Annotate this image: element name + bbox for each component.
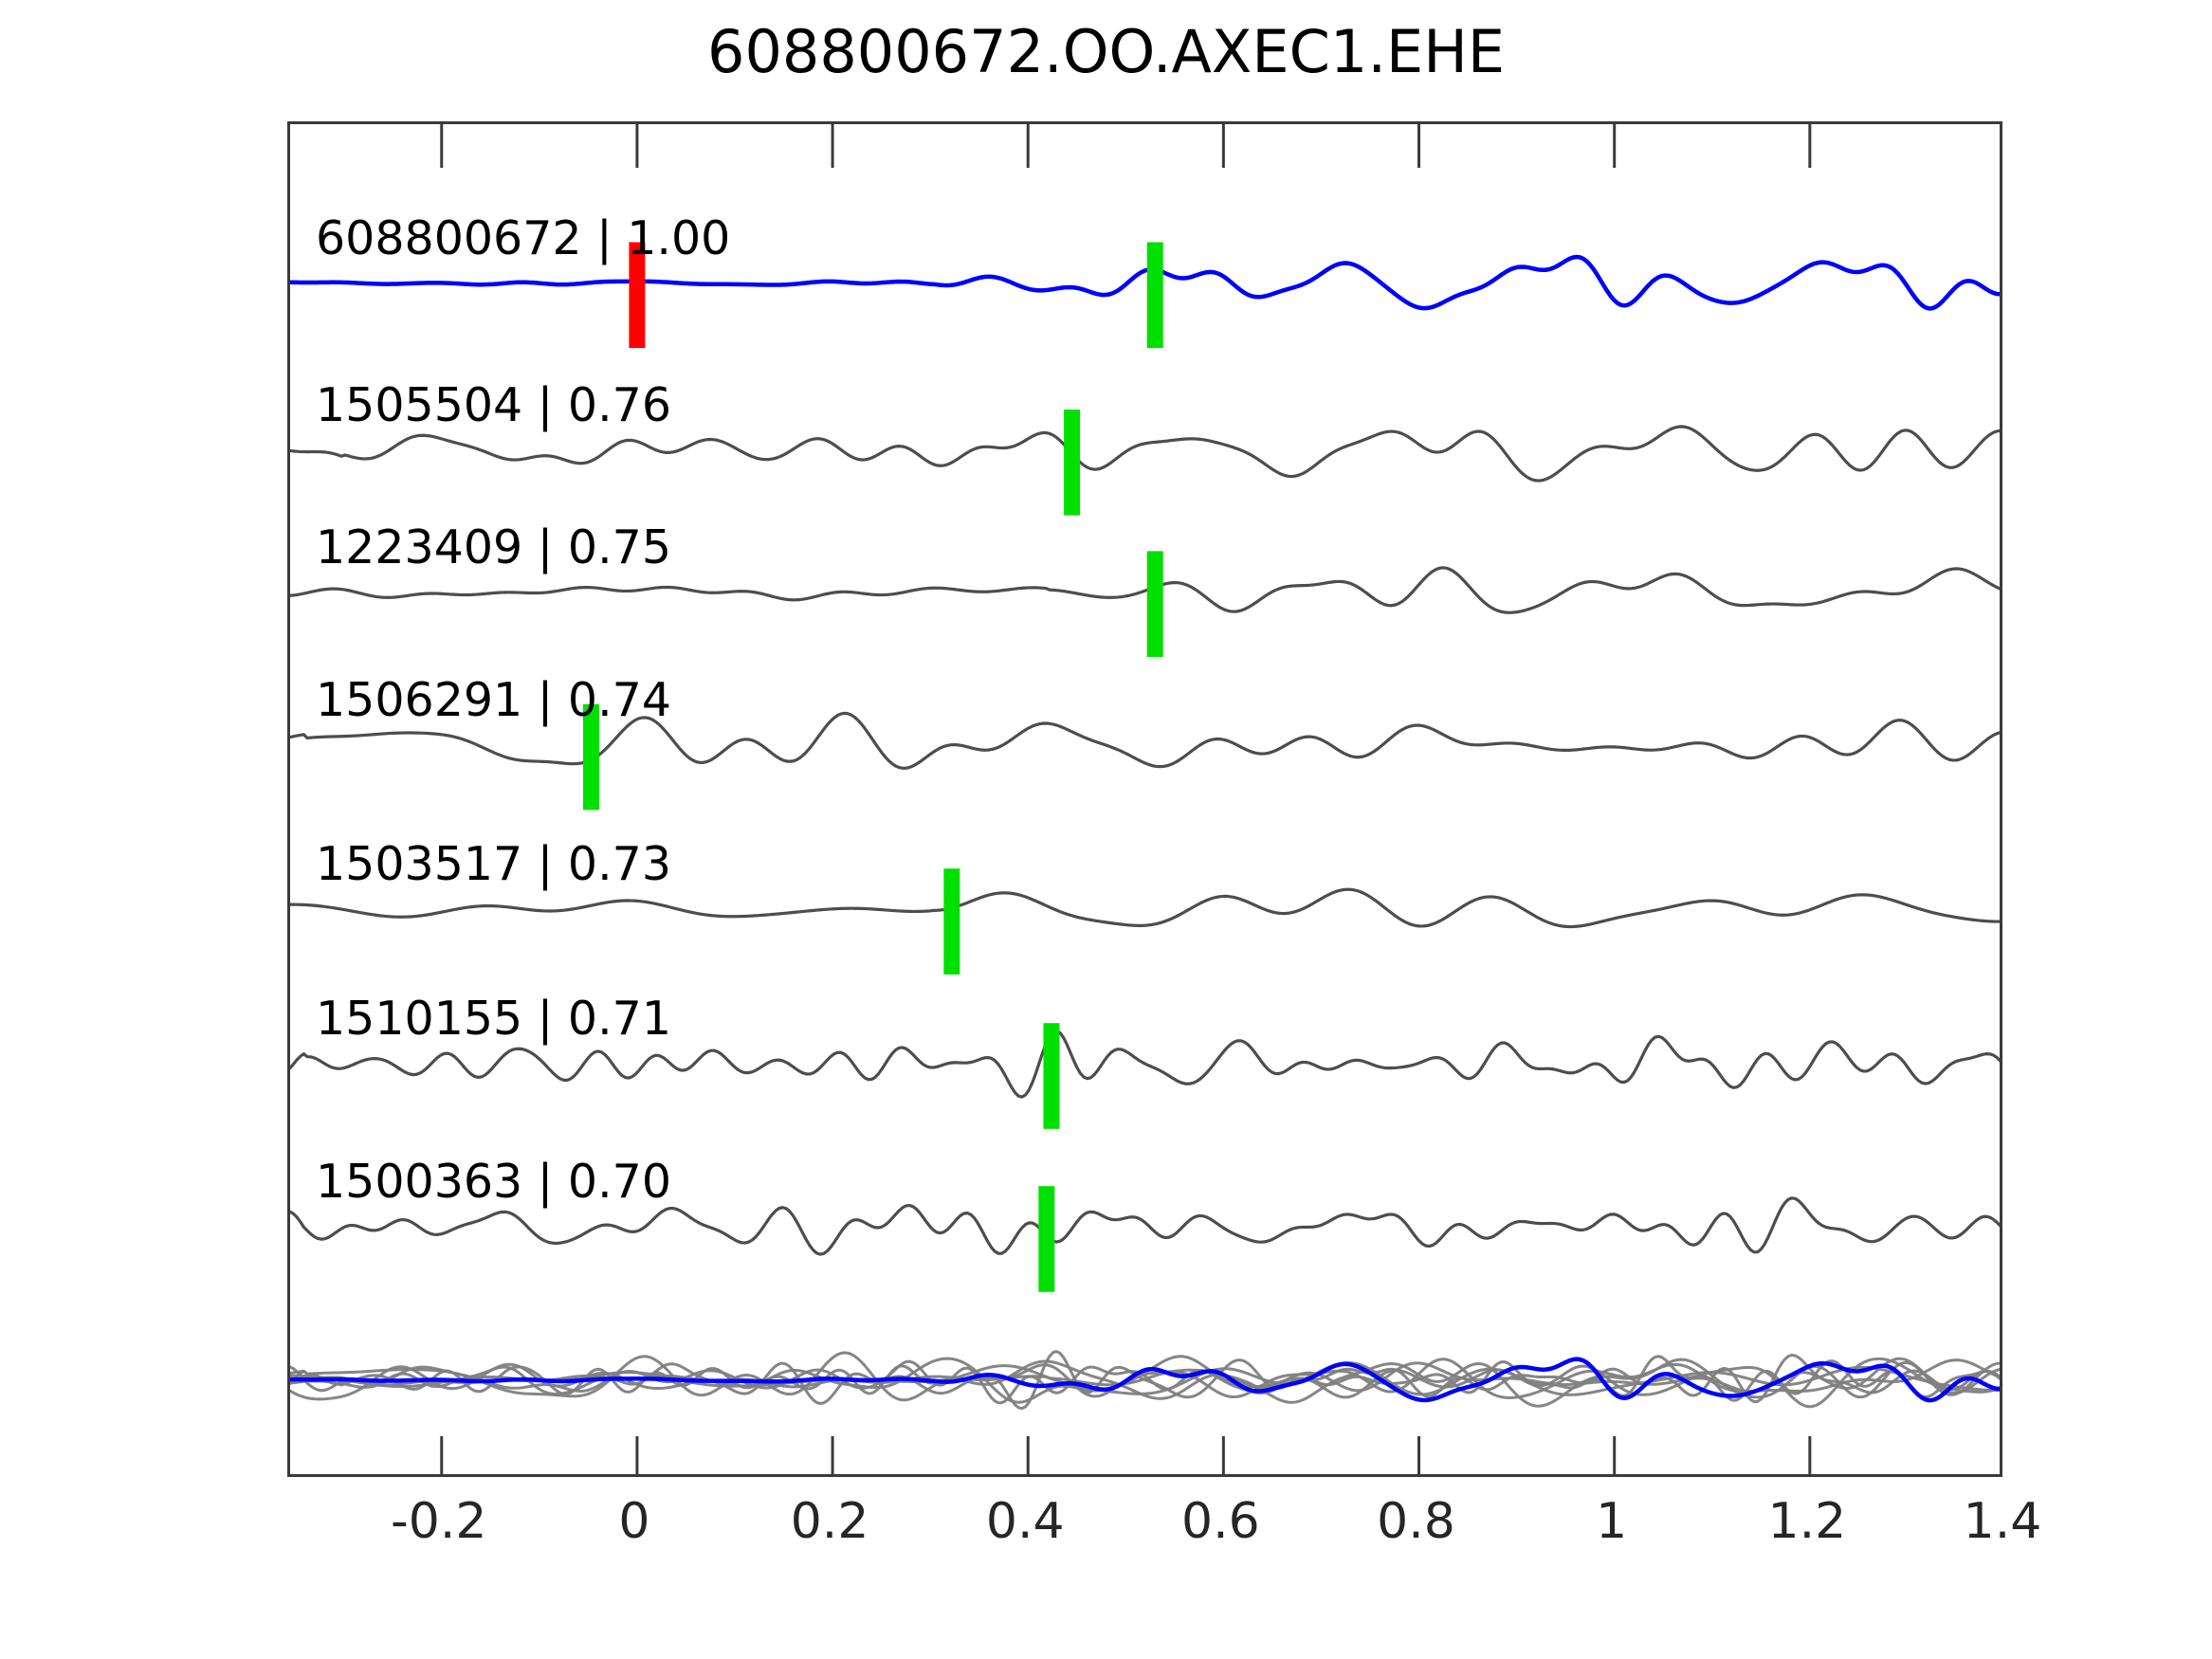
page-title: 608800672.OO.AXEC1.EHE bbox=[707, 17, 1505, 86]
trace-label-1500363: 1500363 | 0.70 bbox=[316, 1155, 671, 1210]
x-tick-label: 0 bbox=[618, 1493, 650, 1550]
detection-pick-marker bbox=[1038, 1186, 1055, 1292]
waveform-path bbox=[290, 1351, 2000, 1402]
detection-pick-marker bbox=[582, 703, 599, 811]
x-tick-label: 0.4 bbox=[985, 1493, 1065, 1550]
waveform-path bbox=[290, 1196, 2000, 1256]
trace-label-608800672: 608800672 | 1.00 bbox=[316, 210, 731, 265]
trace-label-1506291: 1506291 | 0.74 bbox=[316, 672, 671, 727]
detection-pick-marker bbox=[1064, 410, 1081, 516]
x-tick-label: 0.8 bbox=[1377, 1493, 1455, 1550]
waveform-path bbox=[290, 711, 2000, 770]
x-tick-label: 1 bbox=[1596, 1493, 1628, 1550]
waveform-path bbox=[290, 254, 2000, 311]
trace-label-1223409: 1223409 | 0.75 bbox=[316, 520, 671, 574]
trace-label-1503517: 1503517 | 0.73 bbox=[316, 837, 671, 892]
x-tick-label: 1.2 bbox=[1767, 1493, 1847, 1550]
waveform-path bbox=[290, 1357, 2000, 1403]
detection-pick-marker bbox=[1146, 551, 1163, 657]
x-tick-label: 0.6 bbox=[1181, 1493, 1260, 1550]
waveform-path bbox=[290, 425, 2000, 483]
waveform-canvas bbox=[290, 124, 2000, 1474]
detection-pick-marker bbox=[943, 868, 960, 975]
x-tick-label: -0.2 bbox=[391, 1493, 487, 1550]
trace-label-1505504: 1505504 | 0.76 bbox=[316, 378, 671, 433]
detection-pick-marker bbox=[1043, 1023, 1060, 1129]
detection-pick-marker bbox=[1146, 242, 1163, 349]
waveform-path bbox=[290, 1029, 2000, 1099]
trace-label-1510155: 1510155 | 0.71 bbox=[316, 992, 671, 1047]
x-tick-label: 1.4 bbox=[1963, 1493, 2042, 1550]
reference-pick-marker bbox=[629, 242, 646, 349]
plot-area: 608800672 | 1.00 1505504 | 0.76 1223409 | … bbox=[287, 121, 2002, 1477]
x-tick-label: 0.2 bbox=[790, 1493, 869, 1550]
waveform-path bbox=[290, 566, 2000, 614]
x-axis-tick-labels: -0.2 0 0.2 0.4 0.6 0.8 1 1.2 1.4 bbox=[287, 1493, 2041, 1569]
waveform-path bbox=[290, 887, 2000, 929]
